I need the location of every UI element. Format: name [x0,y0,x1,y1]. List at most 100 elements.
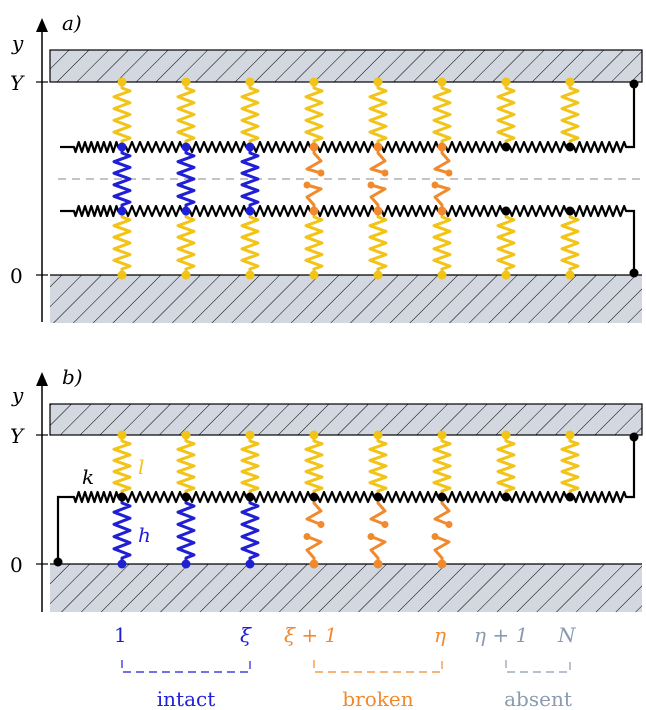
chain-node [565,492,575,502]
bottom-wall [50,564,642,612]
bottom-spring-l [432,211,452,275]
end-node [629,268,639,278]
spring-label-k: k [82,465,94,489]
index-xi-plus-1: ξ + 1 [284,623,337,647]
lower-chain-spring [250,204,314,218]
wall-node [501,77,511,87]
bottom-spring-broken-end-dot [367,533,375,540]
wall-node [181,270,191,280]
wall-node [373,77,383,87]
index-eta-plus-1: η + 1 [474,623,528,647]
middle-spring-h [176,147,196,211]
upper-chain-spring [506,140,570,154]
chain-node [181,142,191,152]
middle-spring-broken-end-dot [303,181,311,189]
top-spring-l [112,435,132,497]
y-axis-arrow [36,372,48,386]
top-spring-l [432,82,452,147]
top-spring-l [496,82,516,147]
index-eta: η [434,623,446,647]
upper-chain-spring [250,140,314,154]
wall-node [501,430,511,440]
bottom-spring-l [112,211,132,275]
bottom-spring-h [112,497,132,564]
index-legend: 1 ξ ξ + 1 η η + 1 N intact broken absent [114,623,577,710]
bottom-spring-l [496,211,516,275]
tick-label-0: 0 [10,553,23,577]
wall-node [117,270,127,280]
middle-spring-broken-end-dot [445,169,453,177]
end-node [629,432,639,442]
chain-node [501,142,511,152]
bracket-absent [505,660,571,673]
upper-chain-spring [186,140,250,154]
chain-node [437,142,447,152]
middle-spring-h [112,147,132,211]
chain-node [373,142,383,152]
end-connector-bottom [630,209,636,273]
bottom-spring-l [560,211,580,275]
upper-chain-spring [314,140,378,154]
end-connector-left [56,495,60,562]
upper-chain-spring [122,140,186,154]
lower-chain-spring [442,204,506,218]
middle-spring-broken-end-dot [431,181,439,189]
index-xi: ξ [240,623,252,647]
wall-node [309,270,319,280]
lower-chain-spring [122,204,186,218]
chain-spring [378,490,442,504]
index-1: 1 [114,623,127,647]
lower-chain-spring [570,204,630,218]
top-spring-l [560,82,580,147]
springs-group [60,77,639,280]
lower-chain-spring [506,204,570,218]
bottom-spring-broken-end-dot [317,521,325,528]
bottom-wall [50,275,642,323]
upper-chain-spring [378,140,442,154]
wall-node [181,559,191,569]
top-spring-l [112,82,132,147]
chain-node [565,142,575,152]
chain-node [373,206,383,216]
wall-node [373,430,383,440]
wall-node [437,270,447,280]
chain-spring [186,490,250,504]
chain-node [373,492,383,502]
wall-node [245,77,255,87]
top-spring-l [176,435,196,497]
middle-spring-broken-end-dot [381,169,389,177]
bottom-spring-l [368,211,388,275]
bottom-spring-l [240,211,260,275]
group-intact: intact [157,687,215,710]
lower-chain-spring [314,204,378,218]
middle-spring-broken-end-dot [367,181,375,189]
upper-chain-spring [70,140,122,154]
group-broken: broken [342,687,413,710]
wall-node [117,559,127,569]
lower-chain-spring [186,204,250,218]
wall-node [437,430,447,440]
wall-node [181,77,191,87]
wall-node [117,77,127,87]
wall-node [373,559,383,569]
wall-node [245,270,255,280]
top-spring-l [304,82,324,147]
top-spring-l [240,82,260,147]
end-connector-right [630,437,636,499]
bottom-spring-broken-end-dot [381,521,389,528]
bottom-spring-broken-end-dot [445,521,453,528]
chain-node [501,206,511,216]
upper-chain-spring [570,140,630,154]
chain-node [245,142,255,152]
chain-node [245,206,255,216]
middle-spring-broken-end-dot [317,169,325,177]
upper-chain-spring [442,140,506,154]
index-N: N [557,623,577,647]
wall-node [565,77,575,87]
chain-spring [250,490,314,504]
y-axis-label: y [11,383,24,407]
chain-spring [70,490,122,504]
chain-node [245,492,255,502]
wall-node [565,270,575,280]
